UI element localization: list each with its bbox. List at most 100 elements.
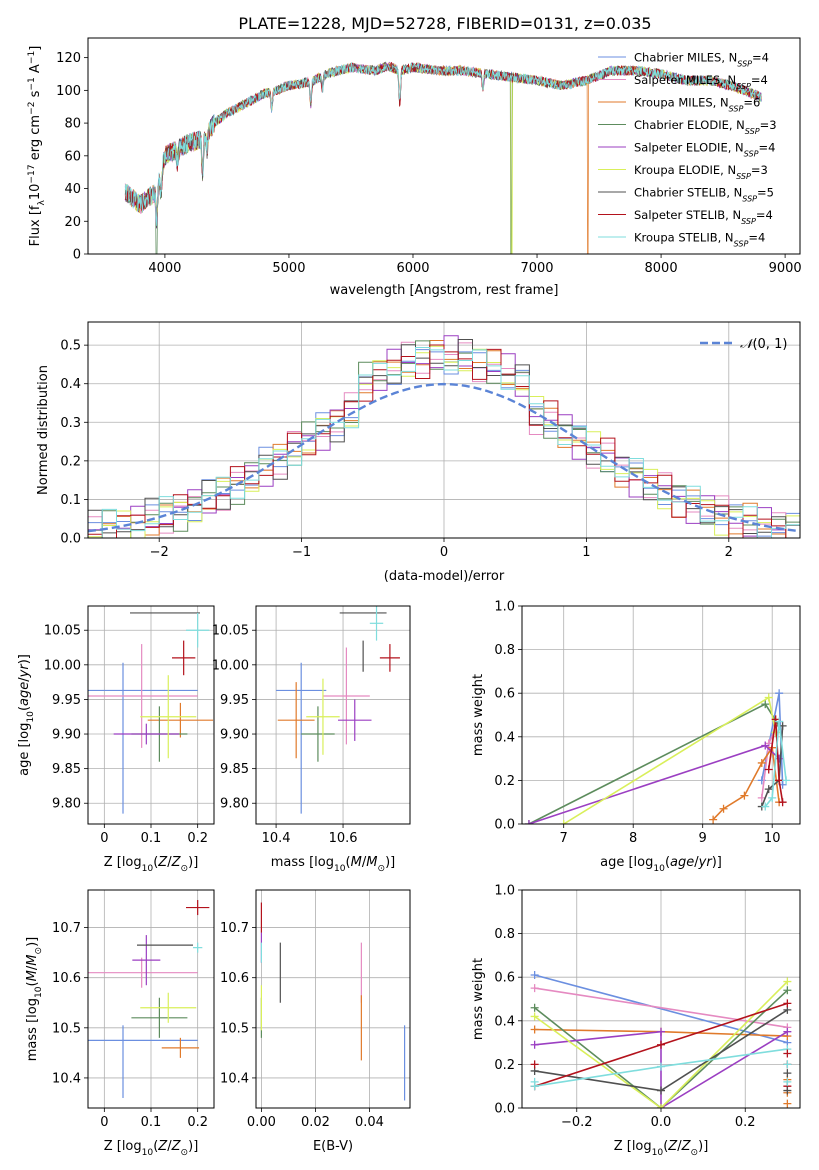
errorbar-0: [88, 662, 198, 814]
x-axis-label: Z [log10(Z/Z⊙)]: [104, 1139, 199, 1158]
y-axis-label: mass [log10(M/M⊙)]: [25, 937, 44, 1061]
y-tick-label: 10.05: [212, 624, 249, 639]
y-tick-label: 80: [64, 117, 81, 132]
errorbar-3: [301, 706, 335, 762]
spectrum-line-8: [124, 61, 762, 226]
errorbar-7: [379, 644, 400, 672]
y-tick-label: 0.2: [494, 1058, 515, 1073]
y-tick-label: 0.2: [60, 454, 81, 469]
x-axis-label: Z [log10(Z/Z⊙)]: [104, 855, 199, 874]
weight-marker: [530, 1077, 539, 1086]
panel-mass_vs_ebv: 0.00 0.02 0.04 10.4 10.5 10.6 10.7 E(B-V): [220, 889, 411, 1154]
axes-frame: [521, 605, 801, 825]
weight-marker: [530, 1025, 539, 1034]
weight-marker: [719, 804, 728, 813]
x-tick-label: 0.02: [301, 1115, 330, 1130]
weight-marker: [740, 791, 749, 800]
weight-line-3: [528, 703, 780, 824]
weight-marker: [764, 785, 773, 794]
x-tick-label: 8000: [645, 261, 678, 276]
weight-marker: [775, 717, 784, 726]
weight-marker: [657, 1027, 665, 1036]
weight-marker: [768, 793, 777, 802]
y-tick-label: 0.3: [60, 416, 81, 431]
y-tick-label: 0.5: [60, 339, 81, 354]
errorbar-1: [88, 644, 198, 748]
y-tick-label: 10.7: [52, 921, 81, 936]
x-tick-label: −0.2: [561, 1115, 593, 1130]
plot-area-mass_vs_Z: [88, 890, 214, 1108]
histogram-8: [88, 347, 800, 538]
x-tick-label: 9: [699, 831, 707, 846]
x-axis-label: E(B-V): [313, 1139, 353, 1154]
weight-line-4: [528, 744, 780, 824]
x-axis-label: mass [log10(M/M⊙)]: [271, 855, 395, 874]
y-tick-label: 0.8: [494, 927, 515, 942]
y-tick-label: 120: [56, 51, 81, 66]
legend-label: Kroupa ELODIE, NSSP=3: [634, 163, 768, 181]
weight-marker: [764, 765, 773, 774]
weight-marker: [775, 689, 784, 698]
weight-marker: [783, 999, 792, 1008]
y-tick-label: 0.4: [494, 730, 515, 745]
x-tick-label: −1: [292, 545, 311, 560]
errorbar-7: [172, 640, 196, 676]
y-tick-label: 10.00: [212, 658, 249, 673]
weight-marker: [761, 741, 770, 750]
plot-area-massweight_vs_age: [522, 606, 800, 824]
panel-residuals: −2 −1 0 1 2 0.0 0.1 0.2 0.3 0.4 0.5 (data-model)/er…: [36, 321, 801, 584]
panel-age_vs_Z: 0 0.1 0.2 9.80 9.85 9.90 9.95 10.00 10.05 Z [log1…: [17, 605, 215, 874]
plot-area-age_vs_Z: [88, 606, 214, 824]
axes-frame: [87, 605, 215, 825]
weight-line-2: [712, 745, 780, 821]
weight-marker: [524, 820, 533, 824]
legend-label: Salpeter ELODIE, NSSP=4: [634, 141, 775, 159]
plot-area-spectrum: [124, 61, 762, 254]
y-tick-label: 60: [64, 149, 81, 164]
weight-marker: [530, 1012, 539, 1021]
x-tick-label: 8: [629, 831, 637, 846]
x-tick-label: 0.2: [187, 1115, 208, 1130]
plot-area-residuals: [88, 322, 800, 538]
weight-marker: [783, 1027, 792, 1036]
errorbar-8: [193, 942, 203, 953]
weight-marker: [530, 984, 539, 993]
x-axis-label: age [log10(age/yr)]: [600, 855, 722, 874]
x-tick-label: 0: [100, 1115, 108, 1130]
y-tick-label: 9.95: [220, 693, 249, 708]
x-tick-label: 5000: [272, 261, 305, 276]
x-tick-label: 0.2: [735, 1115, 756, 1130]
y-axis-label: Flux [fλ10−17 erg cm−2 s−1 A−1]: [27, 46, 47, 247]
x-tick-label: 0.1: [141, 1115, 162, 1130]
legend-label: Salpeter MILES, NSSP=4: [634, 73, 768, 91]
weight-marker: [530, 1060, 539, 1069]
weight-marker: [783, 1077, 792, 1086]
x-axis-label: wavelength [Angstrom, rest frame]: [330, 283, 559, 298]
y-tick-label: 10.05: [44, 624, 81, 639]
y-tick-label: 0.6: [494, 971, 515, 986]
y-tick-label: 9.95: [52, 693, 81, 708]
panel-spectrum: 4000 5000 6000 7000 8000 9000 0 20 40 60 80 100 120 w…: [27, 37, 802, 298]
y-axis-label: age [log10(age/yr)]: [17, 654, 36, 776]
y-tick-label: 20: [64, 215, 81, 230]
x-tick-label: −2: [150, 545, 169, 560]
weight-marker: [761, 802, 770, 811]
panel-massweight_vs_Z: −0.2 0.0 0.2 0.0 0.2 0.4 0.6 0.8 1.0 Z [log10(Z/Z…: [471, 884, 801, 1158]
panel-age_vs_mass: 10.4 10.6 9.80 9.85 9.90 9.95 10.00 10.05 mass […: [212, 605, 411, 874]
weight-marker: [783, 1069, 792, 1078]
y-tick-label: 9.80: [52, 797, 81, 812]
errorbar-6: [339, 612, 387, 672]
weight-line-0: [534, 974, 788, 1044]
plot-area-mass_vs_ebv: [256, 890, 410, 1108]
y-tick-label: 10.7: [220, 921, 249, 936]
x-tick-label: 7000: [520, 261, 553, 276]
y-tick-label: 1.0: [494, 884, 515, 899]
x-tick-label: 0: [440, 545, 448, 560]
x-tick-label: 9000: [769, 261, 802, 276]
legend-label: Kroupa STELIB, NSSP=4: [634, 231, 765, 249]
weight-marker: [709, 815, 718, 824]
errorbar-0: [276, 662, 327, 814]
y-tick-label: 0.4: [494, 1014, 515, 1029]
errorbar-7: [186, 900, 210, 916]
y-tick-label: 0.1: [60, 493, 81, 508]
